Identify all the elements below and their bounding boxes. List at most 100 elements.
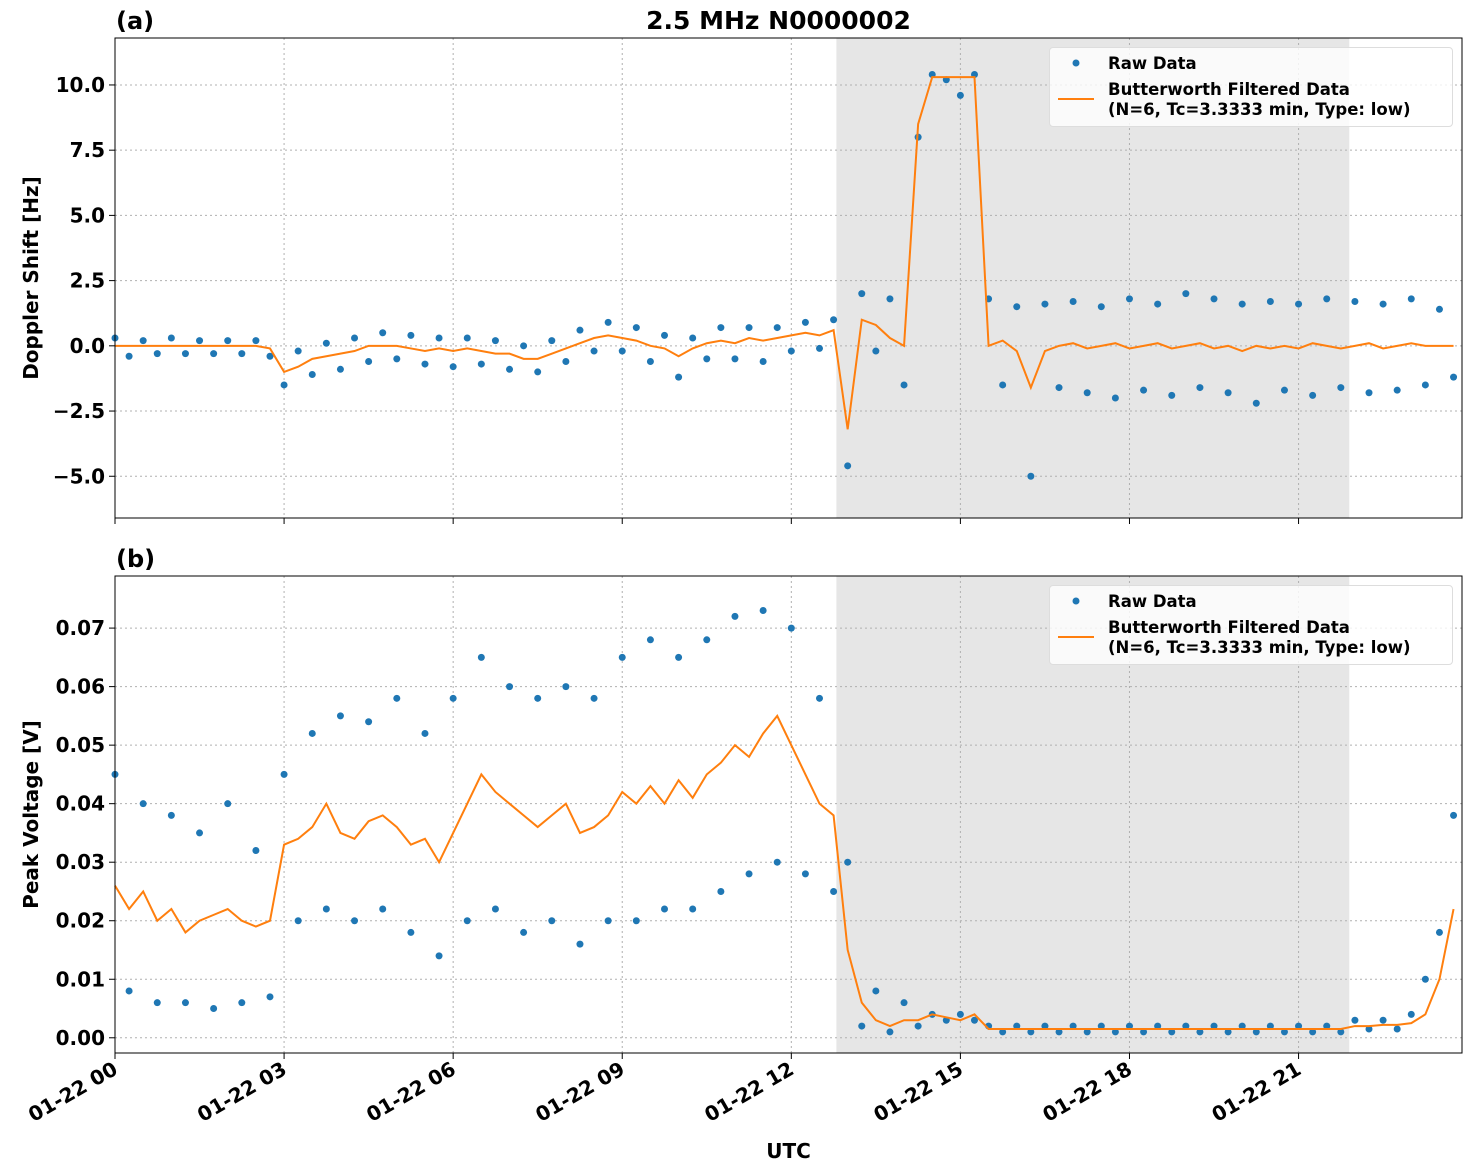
raw-point bbox=[153, 350, 161, 358]
raw-point bbox=[1337, 1028, 1345, 1036]
raw-point bbox=[407, 928, 415, 936]
raw-point bbox=[1041, 300, 1049, 308]
legend-keys bbox=[1058, 597, 1094, 638]
raw-point bbox=[689, 334, 697, 342]
raw-point bbox=[731, 612, 739, 620]
raw-point bbox=[1154, 300, 1162, 308]
raw-point bbox=[491, 905, 499, 913]
raw-point bbox=[1182, 290, 1190, 298]
raw-point bbox=[618, 653, 626, 661]
raw-point bbox=[604, 917, 612, 925]
raw-point bbox=[562, 357, 570, 365]
raw-point bbox=[632, 324, 640, 332]
raw-point bbox=[1323, 295, 1331, 303]
raw-point bbox=[1027, 472, 1035, 480]
raw-point bbox=[1168, 391, 1176, 399]
raw-point bbox=[1196, 1028, 1204, 1036]
raw-point bbox=[1252, 1028, 1260, 1036]
raw-point bbox=[1111, 1028, 1119, 1036]
raw-point bbox=[421, 360, 429, 368]
raw-point bbox=[196, 337, 204, 345]
chart-title: 2.5 MHz N0000002 bbox=[646, 6, 911, 35]
raw-point bbox=[576, 326, 584, 334]
raw-point bbox=[1182, 1022, 1190, 1030]
panel-label: (b) bbox=[116, 545, 155, 573]
y-tick-label: 0.07 bbox=[56, 616, 105, 640]
y-axis-label: Peak Voltage [V] bbox=[19, 720, 43, 909]
raw-point bbox=[1097, 303, 1105, 311]
raw-point bbox=[210, 350, 218, 358]
raw-point bbox=[787, 347, 795, 355]
raw-point bbox=[308, 729, 316, 737]
raw-point bbox=[1393, 386, 1401, 394]
raw-point bbox=[167, 811, 175, 819]
raw-point bbox=[1365, 1025, 1373, 1033]
legend-label: Raw Data bbox=[1108, 592, 1197, 611]
raw-point bbox=[210, 1005, 218, 1013]
raw-point bbox=[830, 887, 838, 895]
raw-point bbox=[506, 365, 514, 373]
raw-point bbox=[661, 331, 669, 339]
raw-point bbox=[815, 694, 823, 702]
raw-point bbox=[351, 334, 359, 342]
raw-point bbox=[1309, 391, 1317, 399]
raw-point bbox=[1351, 1016, 1359, 1024]
raw-point bbox=[534, 694, 542, 702]
raw-point bbox=[1196, 384, 1204, 392]
raw-point bbox=[477, 360, 485, 368]
raw-point bbox=[801, 318, 809, 326]
raw-point bbox=[266, 352, 274, 360]
raw-point bbox=[153, 999, 161, 1007]
raw-point bbox=[139, 337, 147, 345]
raw-point bbox=[252, 337, 260, 345]
raw-point bbox=[703, 636, 711, 644]
raw-point bbox=[914, 1022, 922, 1030]
raw-point bbox=[139, 800, 147, 808]
panel-label: (a) bbox=[116, 7, 154, 35]
x-axis-label: UTC bbox=[766, 1139, 811, 1163]
raw-point bbox=[1224, 389, 1232, 397]
raw-point bbox=[1154, 1022, 1162, 1030]
raw-point bbox=[1013, 1022, 1021, 1030]
raw-point bbox=[970, 1016, 978, 1024]
raw-point bbox=[1069, 297, 1077, 305]
raw-point bbox=[1450, 811, 1458, 819]
raw-point bbox=[576, 940, 584, 948]
legend: Raw Data Butterworth Filtered Data (N=6, … bbox=[1049, 585, 1453, 665]
raw-point bbox=[773, 324, 781, 332]
raw-point bbox=[379, 905, 387, 913]
raw-point bbox=[815, 344, 823, 352]
raw-point bbox=[1421, 975, 1429, 983]
raw-point bbox=[801, 870, 809, 878]
legend-label: Butterworth Filtered Data (N=6, Tc=3.333… bbox=[1108, 80, 1411, 119]
y-tick-label: 0.05 bbox=[56, 733, 105, 757]
raw-point bbox=[308, 371, 316, 379]
raw-point bbox=[181, 350, 189, 358]
raw-point bbox=[125, 987, 133, 995]
raw-point bbox=[181, 999, 189, 1007]
raw-point bbox=[224, 800, 232, 808]
legend: Raw Data Butterworth Filtered Data (N=6, … bbox=[1049, 47, 1453, 127]
raw-point bbox=[379, 329, 387, 337]
raw-point bbox=[322, 905, 330, 913]
raw-point bbox=[393, 355, 401, 363]
raw-point bbox=[1435, 928, 1443, 936]
legend-label: Raw Data bbox=[1108, 54, 1197, 73]
raw-point bbox=[1041, 1022, 1049, 1030]
raw-point bbox=[1421, 381, 1429, 389]
raw-point bbox=[886, 1028, 894, 1036]
raw-point bbox=[689, 905, 697, 913]
raw-point bbox=[449, 363, 457, 371]
plot-frame bbox=[114, 575, 1463, 1054]
raw-point bbox=[294, 347, 302, 355]
raw-point bbox=[1407, 1010, 1415, 1018]
raw-point bbox=[886, 295, 894, 303]
raw-point bbox=[365, 357, 373, 365]
raw-point bbox=[1111, 394, 1119, 402]
raw-point bbox=[646, 636, 654, 644]
x-tick-label: 01-22 09 bbox=[531, 1057, 629, 1127]
raw-point bbox=[787, 624, 795, 632]
raw-point bbox=[1055, 384, 1063, 392]
raw-point bbox=[858, 1022, 866, 1030]
raw-point bbox=[759, 607, 767, 615]
